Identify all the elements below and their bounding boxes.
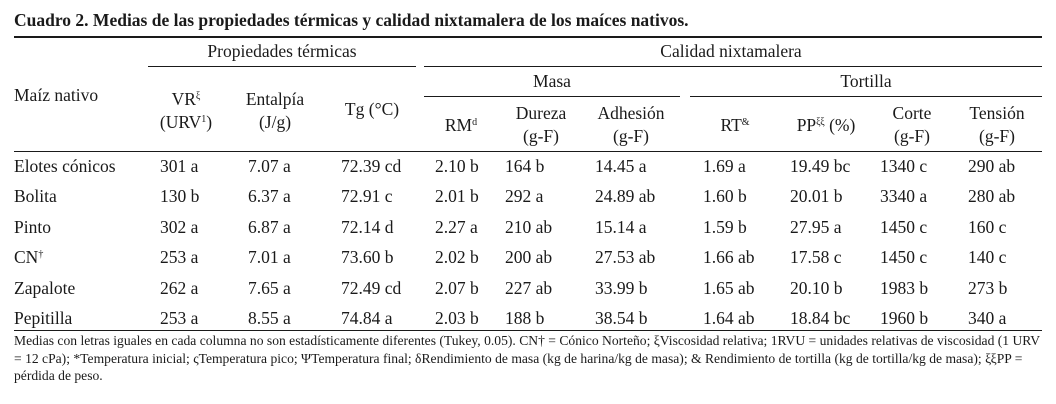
col-header-corte: Corte: [892, 103, 932, 123]
cell-rm: 2.10 b: [435, 156, 479, 176]
cell-entalpia: 6.37 a: [248, 186, 291, 206]
cell-entalpia: 7.65 a: [248, 278, 291, 298]
tortilla-underline: [690, 96, 1042, 97]
cell-dureza: 227 ab: [505, 278, 553, 298]
cell-rt: 1.60 b: [703, 186, 747, 206]
subgroup-header-masa: Masa: [533, 71, 571, 91]
table-footnote: Medias con letras iguales en cada column…: [14, 333, 1040, 383]
cell-tension: 160 c: [968, 217, 1007, 237]
cell-rm: 2.01 b: [435, 186, 479, 206]
cell-rm: 2.27 a: [435, 217, 478, 237]
col-header-tension: Tensión: [969, 103, 1025, 123]
cell-dureza: 188 b: [505, 308, 545, 328]
header-rule: [14, 151, 1042, 152]
cell-adhesion: 27.53 ab: [595, 247, 656, 267]
cell-corte: 1960 b: [880, 308, 929, 328]
table-caption: Cuadro 2. Medias de las propiedades térm…: [14, 10, 689, 30]
masa-underline: [424, 96, 680, 97]
cell-rt: 1.64 ab: [703, 308, 755, 328]
cell-dureza: 200 ab: [505, 247, 553, 267]
col-header-dureza-unit: (g-F): [523, 126, 559, 146]
col-header-tension-unit: (g-F): [979, 126, 1015, 146]
cell-pp: 19.49 bc: [790, 156, 851, 176]
row-name: Elotes cónicos: [14, 156, 116, 176]
cell-entalpia: 8.55 a: [248, 308, 291, 328]
cell-entalpia: 7.07 a: [248, 156, 291, 176]
cell-rt: 1.65 ab: [703, 278, 755, 298]
cell-vr: 253 a: [160, 308, 199, 328]
cell-rt: 1.66 ab: [703, 247, 755, 267]
col-header-rm: RMd: [444, 115, 478, 135]
col-header-entalpia: Entalpía: [245, 89, 305, 109]
quality-underline: [424, 66, 1042, 67]
cell-tension: 340 a: [968, 308, 1007, 328]
cell-pp: 27.95 a: [790, 217, 842, 237]
cell-corte: 3340 a: [880, 186, 928, 206]
cell-pp: 20.01 b: [790, 186, 843, 206]
cell-corte: 1340 c: [880, 156, 928, 176]
cell-adhesion: 24.89 ab: [595, 186, 656, 206]
cell-tg: 72.49 cd: [341, 278, 402, 298]
cell-tension: 273 b: [968, 278, 1008, 298]
row-name: Pepitilla: [14, 308, 73, 328]
subgroup-header-tortilla: Tortilla: [840, 71, 892, 91]
cell-entalpia: 6.87 a: [248, 217, 291, 237]
cell-tension: 290 ab: [968, 156, 1016, 176]
cell-corte: 1450 c: [880, 217, 928, 237]
cell-rm: 2.02 b: [435, 247, 479, 267]
cell-rt: 1.59 b: [703, 217, 747, 237]
cell-vr: 253 a: [160, 247, 199, 267]
col-header-adhesion: Adhesión: [597, 103, 665, 123]
cell-vr: 130 b: [160, 186, 200, 206]
cell-tension: 140 c: [968, 247, 1007, 267]
cell-vr: 262 a: [160, 278, 199, 298]
cell-rm: 2.03 b: [435, 308, 479, 328]
cell-adhesion: 38.54 b: [595, 308, 648, 328]
col-header-pp: PPξξ (%): [796, 115, 856, 135]
group-header-thermal: Propiedades térmicas: [207, 41, 357, 61]
cell-rm: 2.07 b: [435, 278, 479, 298]
row-name: Pinto: [14, 217, 51, 237]
col-header-tg: Tg (°C): [344, 99, 400, 119]
cell-rt: 1.69 a: [703, 156, 746, 176]
col-header-maiz: Maíz nativo: [14, 85, 99, 105]
cell-adhesion: 14.45 a: [595, 156, 647, 176]
cell-vr: 302 a: [160, 217, 199, 237]
col-header-corte-unit: (g-F): [894, 126, 930, 146]
col-header-vr-unit: (URV1): [159, 112, 213, 132]
top-rule: [14, 36, 1042, 38]
cell-tg: 74.84 a: [341, 308, 393, 328]
col-header-entalpia-unit: (J/g): [258, 112, 292, 132]
row-name: Zapalote: [14, 278, 76, 298]
bottom-rule: [14, 330, 1042, 331]
cell-tg: 72.14 d: [341, 217, 394, 237]
group-header-quality: Calidad nixtamalera: [660, 41, 802, 61]
cell-dureza: 292 a: [505, 186, 544, 206]
thermal-underline: [148, 66, 416, 67]
cell-pp: 18.84 bc: [790, 308, 851, 328]
cell-adhesion: 15.14 a: [595, 217, 647, 237]
cell-corte: 1983 b: [880, 278, 929, 298]
cell-pp: 20.10 b: [790, 278, 843, 298]
cell-corte: 1450 c: [880, 247, 928, 267]
cell-dureza: 164 b: [505, 156, 545, 176]
col-header-vr: VRξ: [171, 89, 201, 109]
cell-tg: 73.60 b: [341, 247, 394, 267]
cell-dureza: 210 ab: [505, 217, 553, 237]
cell-entalpia: 7.01 a: [248, 247, 291, 267]
row-name: Bolita: [14, 186, 57, 206]
cell-vr: 301 a: [160, 156, 199, 176]
row-name: CN†: [14, 247, 44, 267]
col-header-dureza: Dureza: [515, 103, 567, 123]
cell-tension: 280 ab: [968, 186, 1016, 206]
col-header-adhesion-unit: (g-F): [613, 126, 649, 146]
cell-tg: 72.91 c: [341, 186, 393, 206]
col-header-rt: RT&: [720, 115, 750, 135]
cell-adhesion: 33.99 b: [595, 278, 648, 298]
cell-tg: 72.39 cd: [341, 156, 402, 176]
cell-pp: 17.58 c: [790, 247, 842, 267]
